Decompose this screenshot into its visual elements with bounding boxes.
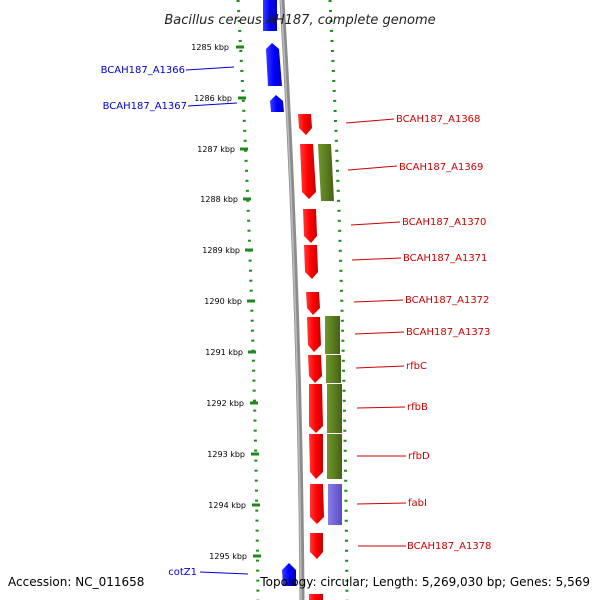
tick-marks [236,45,261,558]
gene-arrow-cotz1[interactable] [282,563,296,586]
tick-label: 1293 kbp [207,450,245,459]
leader-line [347,165,398,171]
leader-line [187,102,238,107]
reverse-genes [263,0,296,586]
gene-arrow-bcah187-a1368[interactable] [298,114,312,135]
genome-backbone-highlight [280,0,302,600]
tick-label: 1285 kbp [191,43,229,52]
gene-label[interactable]: BCAH187_A1372 [405,295,489,306]
cds-bar[interactable] [327,434,342,479]
cds-bar[interactable] [327,384,342,433]
tick-label: 1292 kbp [206,399,244,408]
gene-label[interactable]: cotZ1 [168,567,197,578]
tick-label: 1290 kbp [204,297,242,306]
leader-line [199,571,249,575]
tick-label: 1287 kbp [197,145,235,154]
gene-arrow-bcah187-a1378[interactable] [310,533,323,559]
leader-line [356,502,407,505]
gene-arrow-bcah187-a1371[interactable] [304,245,318,279]
leader-line [354,331,405,335]
gene-label[interactable]: BCAH187_A1369 [399,162,483,173]
gene-arrow-rfbc[interactable] [308,355,322,383]
gene-arrow-top[interactable] [263,0,277,31]
tick-labels: 1285 kbp 1286 kbp 1287 kbp 1288 kbp 1289… [191,43,247,561]
leader-line [345,118,395,124]
gene-label[interactable]: BCAH187_A1378 [407,541,491,552]
forward-genes [298,114,324,600]
gene-arrow-bcah187-a1373[interactable] [307,317,321,352]
tick-label: 1291 kbp [205,348,243,357]
leader-line [351,257,402,261]
cds-bar[interactable] [325,316,340,354]
gene-label[interactable]: rfbB [407,402,428,413]
gene-label[interactable]: BCAH187_A1370 [402,217,486,228]
cds-bar[interactable] [318,144,334,201]
gene-label[interactable]: rfbD [408,451,430,462]
leader-line [355,365,405,369]
gene-label[interactable]: BCAH187_A1366 [101,65,185,76]
gene-arrow-bottom[interactable] [309,594,323,600]
cds-track [318,144,342,525]
gene-arrow-bcah187-a1369[interactable] [300,144,316,199]
accession-label: Accession: NC_011658 [8,575,144,589]
tick-label: 1286 kbp [194,94,232,103]
tick-label: 1288 kbp [200,195,238,204]
gene-label[interactable]: rfbC [406,361,427,372]
leader-line [350,221,401,226]
gene-label[interactable]: BCAH187_A1368 [396,114,480,125]
gene-label[interactable]: BCAH187_A1371 [403,253,487,264]
map-title: Bacillus cereus AH187, complete genome [164,13,435,28]
cds-bar[interactable] [326,355,341,383]
tick-label: 1295 kbp [209,552,247,561]
gene-arrow-bcah187-a1370[interactable] [303,209,317,243]
gene-arrow-bcah187-a1366[interactable] [266,43,282,86]
gene-arrow-fabi[interactable] [310,484,324,524]
leader-lines-left [185,66,249,575]
leader-line [356,406,406,409]
gene-labels-right: BCAH187_A1368 BCAH187_A1369 BCAH187_A137… [396,114,491,552]
tick-label: 1289 kbp [202,246,240,255]
gene-arrow-bcah187-a1367[interactable] [270,95,284,112]
leader-line [353,299,404,303]
gene-label[interactable]: BCAH187_A1373 [406,327,490,338]
summary-label: Topology: circular; Length: 5,269,030 bp… [259,575,590,589]
tick-label: 1294 kbp [208,501,246,510]
gene-label[interactable]: fabI [408,498,427,509]
gene-arrow-rfbd[interactable] [309,434,323,479]
gene-label[interactable]: BCAH187_A1367 [103,101,187,112]
gene-arrow-rfbb[interactable] [309,384,323,433]
gene-labels-left: BCAH187_A1366 BCAH187_A1367 cotZ1 [101,65,197,578]
genome-backbone [279,0,305,600]
leader-line [185,66,235,71]
dotted-track-right [328,0,349,600]
gene-arrow-bcah187-a1372[interactable] [306,292,320,315]
cds-bar[interactable] [328,484,342,525]
leader-lines-right [345,118,407,547]
